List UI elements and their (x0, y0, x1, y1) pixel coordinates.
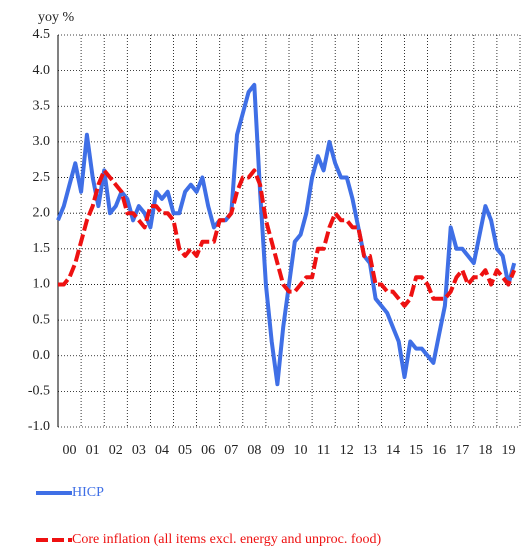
x-tick-label: 07 (224, 443, 238, 458)
x-tick-label: 00 (63, 443, 77, 458)
x-tick-label: 13 (363, 443, 377, 458)
y-tick-label: 0.0 (33, 348, 51, 363)
x-tick-label: 12 (340, 443, 354, 458)
y-tick-label: -1.0 (28, 419, 50, 434)
x-tick-label: 15 (409, 443, 423, 458)
x-tick-label: 09 (270, 443, 284, 458)
x-tick-label: 18 (478, 443, 492, 458)
y-tick-label: 0.5 (33, 312, 51, 327)
y-tick-label: 4.5 (33, 27, 51, 42)
y-tick-label: 4.0 (33, 63, 51, 78)
legend-label: Core inflation (all items excl. energy a… (72, 532, 382, 547)
x-tick-label: 19 (501, 443, 515, 458)
y-tick-label: 3.0 (33, 134, 51, 149)
x-tick-label: 01 (86, 443, 100, 458)
y-tick-label: 2.0 (33, 205, 51, 220)
x-tick-label: 10 (294, 443, 308, 458)
x-tick-label: 17 (455, 443, 469, 458)
y-tick-label: -0.5 (28, 384, 50, 399)
series-line (56, 82, 517, 387)
y-axis-label: yoy % (38, 10, 75, 25)
y-tick-label: 1.0 (33, 277, 51, 292)
x-tick-label: 14 (386, 443, 400, 458)
x-tick-label: 03 (132, 443, 146, 458)
x-tick-label: 11 (317, 443, 330, 458)
x-tick-label: 08 (247, 443, 261, 458)
y-tick-label: 2.5 (33, 170, 51, 185)
x-tick-label: 02 (109, 443, 123, 458)
y-tick-label: 3.5 (33, 98, 51, 113)
legend-label: HICP (72, 485, 104, 500)
x-tick-label: 06 (201, 443, 215, 458)
x-tick-label: 04 (155, 443, 169, 458)
y-tick-label: 1.5 (33, 241, 51, 256)
x-tick-label: 16 (432, 443, 446, 458)
x-tick-label: 05 (178, 443, 192, 458)
series-line (58, 168, 517, 308)
